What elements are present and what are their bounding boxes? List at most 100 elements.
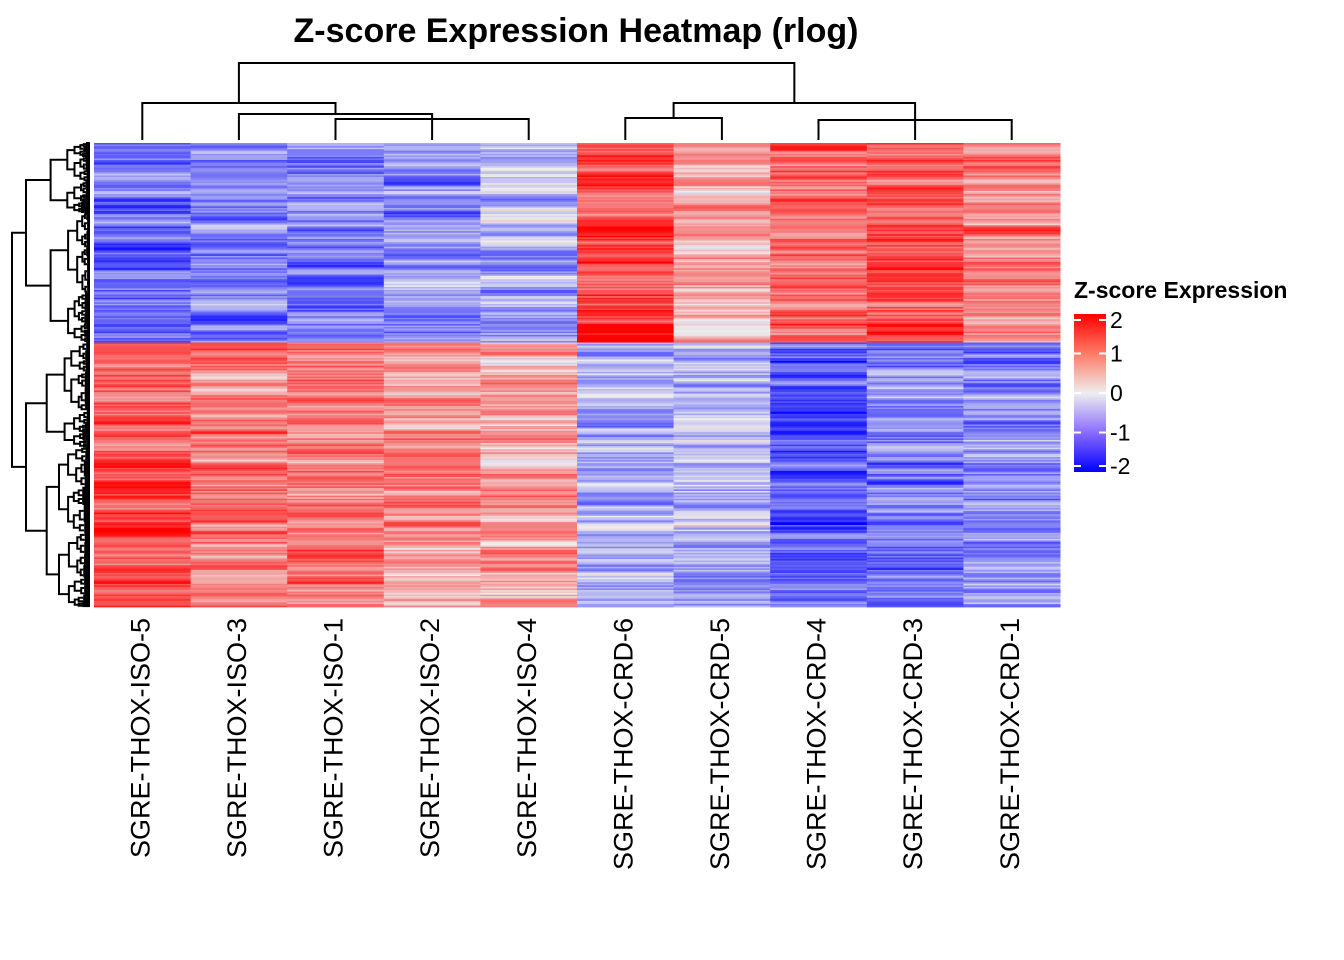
heatmap-cell xyxy=(287,450,385,453)
heatmap-cell xyxy=(577,549,675,552)
heatmap-cell xyxy=(287,549,385,552)
heatmap-cell xyxy=(577,183,675,186)
heatmap-cell xyxy=(963,438,1061,441)
heatmap-cell xyxy=(287,229,385,232)
heatmap-cell xyxy=(770,306,868,309)
heatmap-cell xyxy=(673,486,771,489)
heatmap-cell xyxy=(577,330,675,333)
heatmap-cell xyxy=(94,282,192,285)
heatmap-cell xyxy=(383,498,481,501)
heatmap-cell xyxy=(94,303,192,306)
heatmap-cell xyxy=(383,293,481,295)
heatmap-cell xyxy=(190,342,288,345)
heatmap-cell xyxy=(673,314,771,317)
heatmap-cell xyxy=(383,345,481,348)
heatmap-cell xyxy=(480,149,578,152)
heatmap-cell xyxy=(94,259,192,261)
heatmap-cell xyxy=(190,444,288,447)
heatmap-cell xyxy=(866,274,964,277)
heatmap-cell xyxy=(577,370,675,373)
heatmap-cell xyxy=(577,402,675,405)
heatmap-cell xyxy=(480,559,578,561)
heatmap-cell xyxy=(480,565,578,568)
heatmap-cell xyxy=(673,582,771,585)
heatmap-cell xyxy=(866,521,964,524)
heatmap-cell xyxy=(673,444,771,447)
heatmap-cell xyxy=(383,464,481,467)
heatmap-cell xyxy=(866,549,964,552)
heatmap-cell xyxy=(673,393,771,396)
heatmap-cell xyxy=(94,508,192,510)
heatmap-cell xyxy=(866,192,964,195)
heatmap-cell xyxy=(480,512,578,515)
heatmap-cell xyxy=(383,534,481,537)
heatmap-cell xyxy=(287,201,385,204)
heatmap-cell xyxy=(673,376,771,379)
heatmap-cell xyxy=(673,245,771,248)
heatmap-cell xyxy=(287,371,385,374)
heatmap-cell xyxy=(480,433,578,436)
heatmap-cell xyxy=(480,500,578,503)
heatmap-cell xyxy=(963,572,1061,575)
heatmap-cell xyxy=(963,565,1061,568)
heatmap-cell xyxy=(963,240,1061,243)
heatmap-cell xyxy=(866,551,964,554)
heatmap-cell xyxy=(866,450,964,453)
heatmap-cell xyxy=(577,419,675,422)
heatmap-cell xyxy=(287,419,385,422)
dendrogram-link xyxy=(78,414,85,423)
heatmap-cell xyxy=(866,150,964,153)
heatmap-cell xyxy=(770,254,868,257)
heatmap-cell xyxy=(94,232,192,235)
heatmap-cell xyxy=(383,399,481,402)
heatmap-cell xyxy=(94,316,192,319)
heatmap-cell xyxy=(673,201,771,204)
heatmap-cell xyxy=(190,512,288,515)
heatmap-cell xyxy=(287,269,385,272)
heatmap-cell xyxy=(673,456,771,459)
heatmap-cell xyxy=(577,175,675,178)
heatmap-cell xyxy=(866,194,964,196)
heatmap-cell xyxy=(480,155,578,158)
heatmap-cell xyxy=(673,308,771,311)
heatmap-cell xyxy=(383,515,481,518)
heatmap-cell xyxy=(190,388,288,391)
heatmap-cell xyxy=(577,520,675,523)
dendrogram-link xyxy=(84,241,87,248)
heatmap-cell xyxy=(190,246,288,249)
heatmap-cell xyxy=(94,353,192,356)
heatmap-cell xyxy=(94,555,192,558)
heatmap-cell xyxy=(480,593,578,596)
heatmap-cell xyxy=(577,283,675,286)
heatmap-cell xyxy=(770,215,868,218)
heatmap-cell xyxy=(673,217,771,220)
heatmap-cell xyxy=(480,198,578,201)
dendrogram-link xyxy=(84,333,87,337)
heatmap-cell xyxy=(383,483,481,486)
heatmap-cell xyxy=(577,173,675,176)
heatmap-cell xyxy=(480,356,578,359)
heatmap-cell xyxy=(287,470,385,473)
heatmap-cell xyxy=(577,255,675,258)
heatmap-cell xyxy=(963,560,1061,563)
heatmap-cell xyxy=(577,525,675,527)
heatmap-cell xyxy=(480,187,578,190)
dendrogram-link xyxy=(83,222,88,231)
heatmap-cell xyxy=(963,566,1061,569)
heatmap-cell xyxy=(287,475,385,478)
heatmap-cell xyxy=(287,548,385,551)
heatmap-cell xyxy=(190,370,288,373)
heatmap-cell xyxy=(770,456,868,459)
heatmap-cell xyxy=(383,500,481,503)
heatmap-cell xyxy=(866,593,964,596)
heatmap-cell xyxy=(287,153,385,156)
heatmap-cell xyxy=(383,180,481,183)
dendrogram-link xyxy=(67,453,77,476)
heatmap-cell xyxy=(673,532,771,535)
heatmap-cell xyxy=(383,589,481,592)
dendrogram-link xyxy=(82,352,86,360)
heatmap-cell xyxy=(577,435,675,438)
heatmap-cell xyxy=(94,413,192,416)
heatmap-cell xyxy=(673,531,771,534)
heatmap-cell xyxy=(866,498,964,501)
